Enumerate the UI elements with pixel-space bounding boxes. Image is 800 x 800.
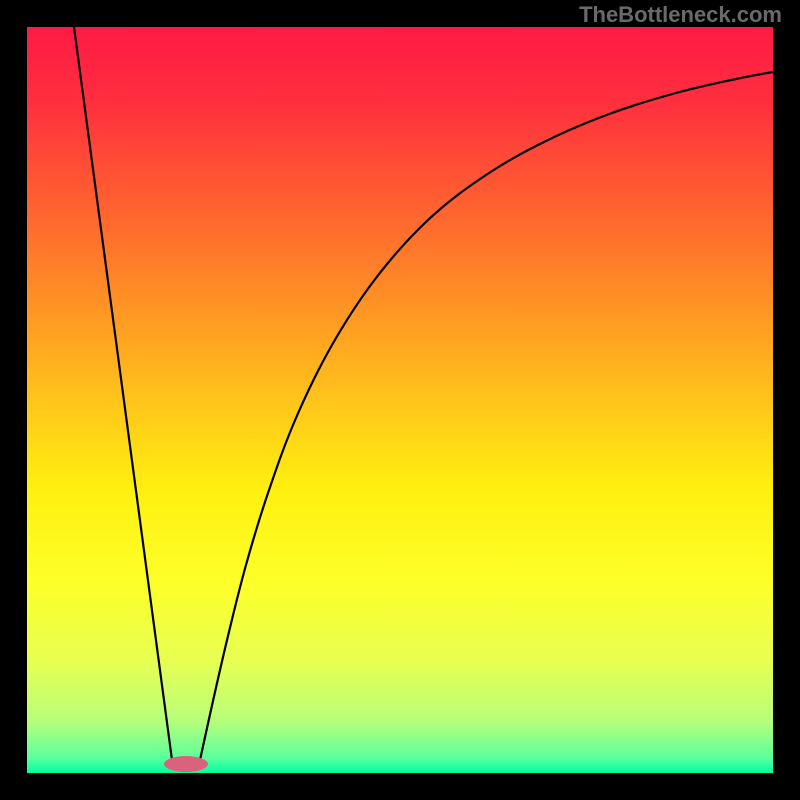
chart-background [27,27,773,773]
bottleneck-marker [164,756,208,772]
bottleneck-chart [0,0,800,800]
watermark-label: TheBottleneck.com [579,2,782,28]
chart-container: TheBottleneck.com [0,0,800,800]
